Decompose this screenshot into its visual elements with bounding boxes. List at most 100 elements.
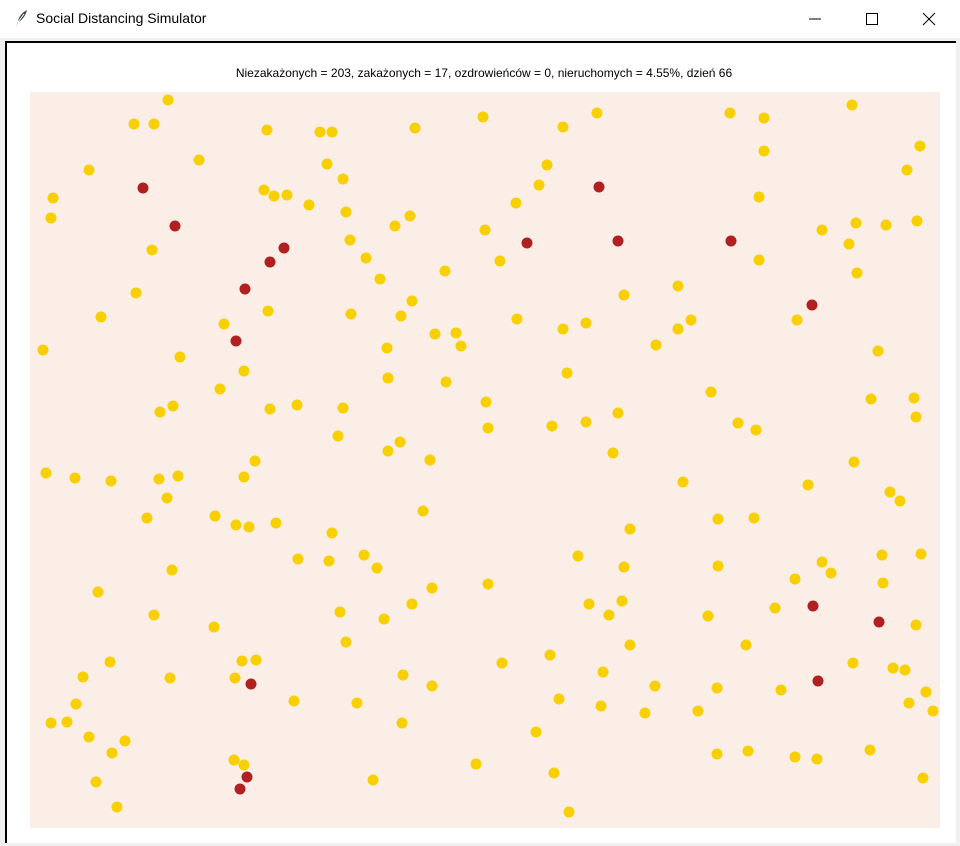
healthy-agent bbox=[910, 619, 922, 631]
close-button[interactable] bbox=[906, 0, 952, 38]
healthy-agent bbox=[876, 549, 888, 561]
healthy-agent bbox=[572, 550, 584, 562]
healthy-agent bbox=[243, 521, 255, 533]
healthy-agent bbox=[378, 613, 390, 625]
healthy-agent bbox=[917, 772, 929, 784]
infected-agent bbox=[612, 235, 624, 247]
healthy-agent bbox=[45, 212, 57, 224]
healthy-agent bbox=[816, 224, 828, 236]
healthy-agent bbox=[479, 224, 491, 236]
healthy-agent bbox=[61, 716, 73, 728]
healthy-agent bbox=[214, 383, 226, 395]
healthy-agent bbox=[748, 512, 760, 524]
healthy-agent bbox=[482, 578, 494, 590]
healthy-agent bbox=[382, 372, 394, 384]
healthy-agent bbox=[899, 664, 911, 676]
infected-agent bbox=[593, 181, 605, 193]
healthy-agent bbox=[496, 657, 508, 669]
minimize-icon bbox=[809, 18, 821, 20]
healthy-agent bbox=[371, 562, 383, 574]
healthy-agent bbox=[884, 486, 896, 498]
healthy-agent bbox=[872, 345, 884, 357]
healthy-agent bbox=[395, 310, 407, 322]
healthy-agent bbox=[702, 610, 714, 622]
healthy-agent bbox=[166, 564, 178, 576]
healthy-agent bbox=[268, 190, 280, 202]
healthy-agent bbox=[712, 513, 724, 525]
healthy-agent bbox=[915, 548, 927, 560]
healthy-agent bbox=[583, 598, 595, 610]
healthy-agent bbox=[864, 744, 876, 756]
healthy-agent bbox=[557, 121, 569, 133]
healthy-agent bbox=[381, 342, 393, 354]
healthy-agent bbox=[374, 273, 386, 285]
healthy-agent bbox=[426, 680, 438, 692]
maximize-button[interactable] bbox=[849, 0, 895, 38]
healthy-agent bbox=[70, 698, 82, 710]
healthy-agent bbox=[618, 561, 630, 573]
infected-agent bbox=[812, 675, 824, 687]
infected-agent bbox=[169, 220, 181, 232]
healthy-agent bbox=[106, 747, 118, 759]
healthy-agent bbox=[337, 402, 349, 414]
healthy-agent bbox=[724, 107, 736, 119]
healthy-agent bbox=[323, 555, 335, 567]
healthy-agent bbox=[595, 700, 607, 712]
healthy-agent bbox=[264, 403, 276, 415]
healthy-agent bbox=[580, 416, 592, 428]
healthy-agent bbox=[607, 447, 619, 459]
healthy-agent bbox=[172, 470, 184, 482]
healthy-agent bbox=[850, 217, 862, 229]
healthy-agent bbox=[482, 422, 494, 434]
healthy-agent bbox=[288, 695, 300, 707]
healthy-agent bbox=[148, 609, 160, 621]
close-icon bbox=[922, 12, 936, 26]
healthy-agent bbox=[769, 602, 781, 614]
healthy-agent bbox=[345, 308, 357, 320]
minimize-button[interactable] bbox=[792, 0, 838, 38]
healthy-agent bbox=[47, 192, 59, 204]
healthy-agent bbox=[825, 567, 837, 579]
healthy-agent bbox=[389, 220, 401, 232]
healthy-agent bbox=[321, 158, 333, 170]
infected-agent bbox=[264, 256, 276, 268]
healthy-agent bbox=[218, 318, 230, 330]
healthy-agent bbox=[618, 289, 630, 301]
healthy-agent bbox=[650, 339, 662, 351]
healthy-agent bbox=[424, 454, 436, 466]
healthy-agent bbox=[229, 672, 241, 684]
infected-agent bbox=[873, 616, 885, 628]
healthy-agent bbox=[677, 476, 689, 488]
healthy-agent bbox=[238, 365, 250, 377]
healthy-agent bbox=[711, 682, 723, 694]
title-bar[interactable]: Social Distancing Simulator bbox=[0, 0, 960, 38]
healthy-agent bbox=[404, 210, 416, 222]
healthy-agent bbox=[119, 735, 131, 747]
healthy-agent bbox=[167, 400, 179, 412]
healthy-agent bbox=[450, 327, 462, 339]
healthy-agent bbox=[597, 666, 609, 678]
healthy-agent bbox=[326, 527, 338, 539]
healthy-agent bbox=[753, 254, 765, 266]
healthy-agent bbox=[711, 748, 723, 760]
healthy-agent bbox=[37, 344, 49, 356]
simulation-background bbox=[30, 92, 940, 828]
healthy-agent bbox=[494, 255, 506, 267]
healthy-agent bbox=[672, 280, 684, 292]
healthy-agent bbox=[672, 323, 684, 335]
healthy-agent bbox=[209, 510, 221, 522]
healthy-agent bbox=[440, 376, 452, 388]
healthy-agent bbox=[561, 367, 573, 379]
healthy-agent bbox=[541, 159, 553, 171]
healthy-agent bbox=[417, 505, 429, 517]
healthy-agent bbox=[358, 549, 370, 561]
healthy-agent bbox=[281, 189, 293, 201]
healthy-agent bbox=[775, 684, 787, 696]
healthy-agent bbox=[510, 197, 522, 209]
healthy-agent bbox=[740, 639, 752, 651]
healthy-agent bbox=[910, 411, 922, 423]
healthy-agent bbox=[591, 107, 603, 119]
infected-agent bbox=[806, 299, 818, 311]
population-status: Niezakażonych = 203, zakażonych = 17, oz… bbox=[235, 66, 733, 80]
healthy-agent bbox=[927, 705, 939, 717]
